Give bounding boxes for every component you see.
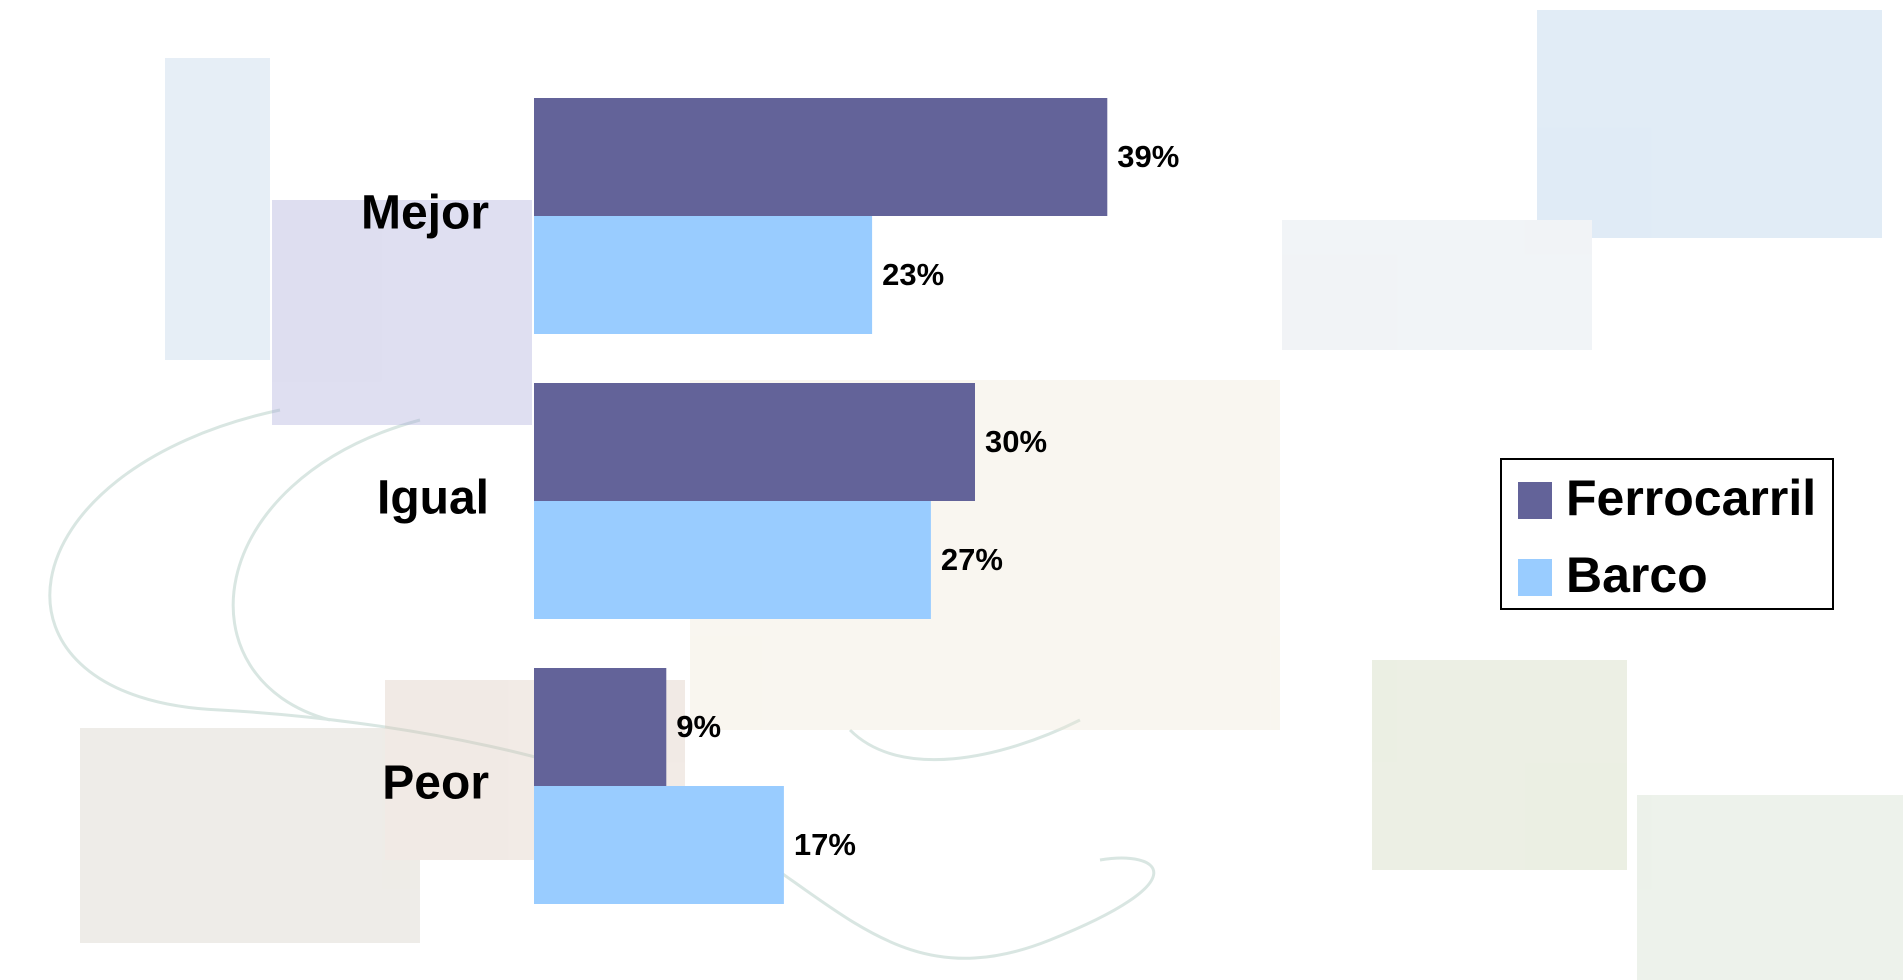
category-label: Igual xyxy=(377,472,489,525)
bar xyxy=(534,383,975,501)
legend: Ferrocarril Barco xyxy=(1518,470,1816,603)
legend-box xyxy=(1500,458,1834,610)
value-label: 30% xyxy=(985,424,1047,459)
value-label: 9% xyxy=(676,709,721,744)
bar xyxy=(534,668,667,786)
plot-area: Mejor 39% 23% Igual 30% 27% Peor 9% 17% xyxy=(361,98,1179,904)
category-label: Mejor xyxy=(361,187,489,240)
legend-label: Barco xyxy=(1566,547,1708,603)
legend-label: Ferrocarril xyxy=(1566,470,1816,526)
bar xyxy=(534,216,873,334)
value-label: 39% xyxy=(1117,139,1179,174)
category-label: Peor xyxy=(382,757,489,810)
legend-swatch xyxy=(1518,482,1552,519)
bar xyxy=(534,98,1108,216)
bar xyxy=(534,501,931,619)
value-label: 17% xyxy=(794,827,856,862)
bar xyxy=(534,786,784,904)
value-label: 23% xyxy=(882,257,944,292)
value-label: 27% xyxy=(941,542,1003,577)
legend-swatch xyxy=(1518,559,1552,596)
